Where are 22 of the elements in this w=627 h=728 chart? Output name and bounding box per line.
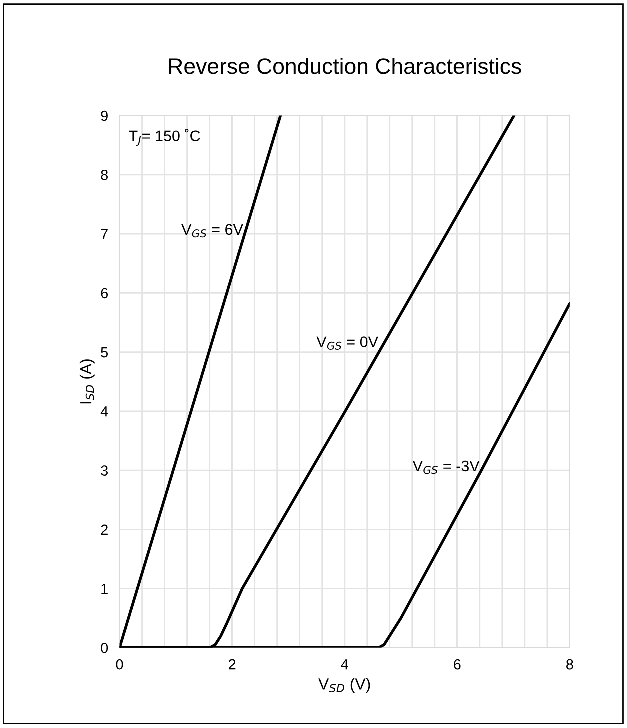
y-tick-label: 0 [101, 643, 108, 654]
annotation: V$_{GS}$ = -3V [412, 460, 480, 474]
y-tick-label: 7 [101, 229, 108, 240]
x-tick-label: 8 [566, 659, 574, 670]
y-tick-label: 1 [102, 584, 108, 594]
x-tick-label: 4 [341, 660, 348, 670]
x-tick-label: 2 [228, 659, 236, 670]
y-tick-label: 5 [101, 348, 108, 358]
y-tick-label: 2 [101, 524, 108, 535]
annotation: T$_{J}$= 150 ˚C [129, 129, 200, 146]
x-axis-title: V$_{SD}$ (V) [318, 678, 370, 694]
y-tick-label: 4 [100, 406, 108, 417]
chart-title: Reverse Conduction Characteristics [169, 58, 522, 74]
y-tick-label: 8 [101, 170, 108, 180]
x-tick-label: 6 [454, 659, 461, 670]
annotation: V$_{GS}$ = 6V [182, 224, 244, 238]
y-tick-label: 9 [101, 110, 108, 122]
y-tick-label: 3 [101, 466, 108, 476]
y-tick-label: 6 [101, 288, 108, 299]
y-axis-title: I$_{SD}$ (A) [80, 360, 95, 404]
x-tick-label: 0 [116, 659, 124, 670]
annotation: V$_{GS}$ = 0V [316, 336, 378, 350]
